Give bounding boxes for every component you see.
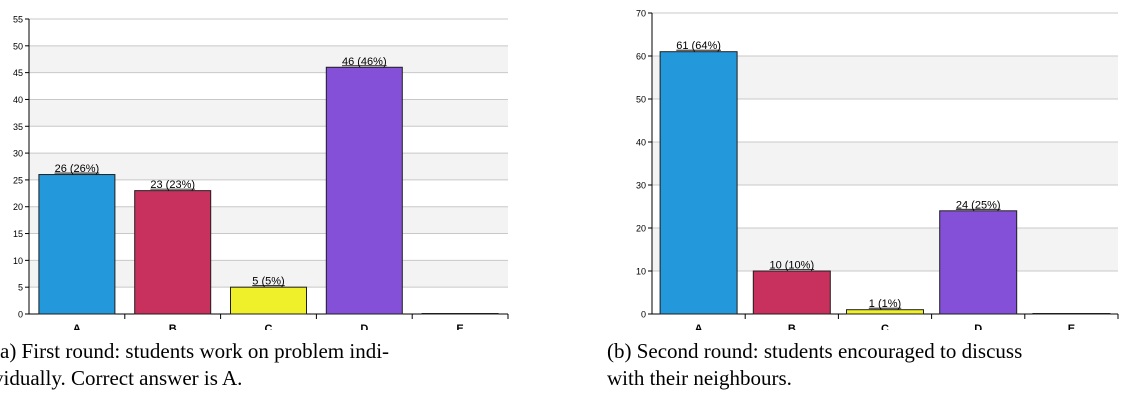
y-tick-label: 40	[13, 95, 23, 105]
x-tick-label-d: D	[974, 323, 982, 330]
bar-e	[1032, 313, 1111, 315]
y-tick-label: 50	[13, 41, 23, 51]
y-tick-label: 0	[641, 310, 646, 320]
x-tick-label-a: A	[73, 323, 81, 330]
bar-chart-a: 0 5 10 15 20 25 30 35 40 45 50 55 26 (26%) A 23 (23%) B…	[13, 15, 509, 330]
bar-d	[939, 210, 1018, 315]
y-tick-label: 5	[18, 283, 23, 293]
y-tick-label: 50	[636, 95, 646, 105]
y-tick-label: 35	[13, 122, 23, 132]
y-tick-label: 40	[636, 138, 646, 148]
y-tick-label: 20	[636, 224, 646, 234]
bar-b	[752, 270, 831, 315]
caption-b: (b) Second round: students encouraged to…	[607, 338, 1123, 392]
y-tick-label: 15	[13, 229, 23, 239]
x-tick-label-b: B	[788, 323, 796, 330]
chart-panel-a: 0 5 10 15 20 25 30 35 40 45 50 55 26 (26%) A 23 (23%) B…	[0, 0, 520, 419]
bar-c	[846, 309, 924, 315]
data-label-d: 46 (46%)	[342, 56, 387, 68]
bar-chart-b: 0 10 20 30 40 50 60 70 61 (64%) A 10 (10%) B 1 (1%) C…	[636, 9, 1119, 330]
x-tick-label-e: E	[1068, 323, 1075, 330]
x-tick-label-d: D	[360, 323, 368, 330]
bar-a	[38, 174, 116, 315]
bar-b	[134, 190, 212, 315]
caption-a-line-2: vidually. Correct answer is A.	[0, 366, 243, 390]
y-tick-label: 10	[13, 256, 23, 266]
data-label-a: 26 (26%)	[55, 163, 100, 175]
y-tick-label: 70	[636, 9, 646, 19]
x-tick-label-c: C	[881, 323, 889, 330]
x-tick-label-b: B	[169, 323, 177, 330]
y-tick-label: 20	[13, 202, 23, 212]
caption-a: (a) First round: students work on proble…	[0, 338, 523, 392]
caption-a-line-1: (a) First round: students work on proble…	[0, 339, 390, 363]
chart-panel-b: 0 10 20 30 40 50 60 70 61 (64%) A 10 (10%) B 1 (1%) C…	[600, 0, 1123, 419]
y-tick-label: 25	[13, 175, 23, 185]
y-tick-label: 55	[13, 15, 23, 25]
bar-a	[659, 51, 738, 315]
data-label-a: 61 (64%)	[676, 40, 721, 52]
y-tick-label: 10	[636, 267, 646, 277]
y-tick-label: 60	[636, 52, 646, 62]
grid-band	[29, 45, 508, 73]
grid-band	[29, 99, 508, 127]
y-tick-label: 30	[13, 149, 23, 159]
data-label-c: 1 (1%)	[869, 298, 901, 310]
data-label-b: 10 (10%)	[769, 260, 814, 272]
caption-b-line-1: (b) Second round: students encouraged to…	[607, 339, 1023, 363]
x-tick-label-a: A	[695, 323, 703, 330]
bar-e	[421, 313, 499, 315]
x-tick-label-e: E	[456, 323, 463, 330]
bar-c	[230, 286, 307, 315]
data-label-d: 24 (25%)	[956, 199, 1001, 211]
caption-b-line-2: with their neighbours.	[607, 366, 792, 390]
y-tick-label: 45	[13, 68, 23, 78]
y-tick-label: 0	[18, 310, 23, 320]
data-label-c: 5 (5%)	[252, 276, 284, 288]
x-tick-label-c: C	[265, 323, 273, 330]
bar-d	[325, 66, 403, 315]
data-label-b: 23 (23%)	[150, 179, 195, 191]
y-tick-label: 30	[636, 181, 646, 191]
